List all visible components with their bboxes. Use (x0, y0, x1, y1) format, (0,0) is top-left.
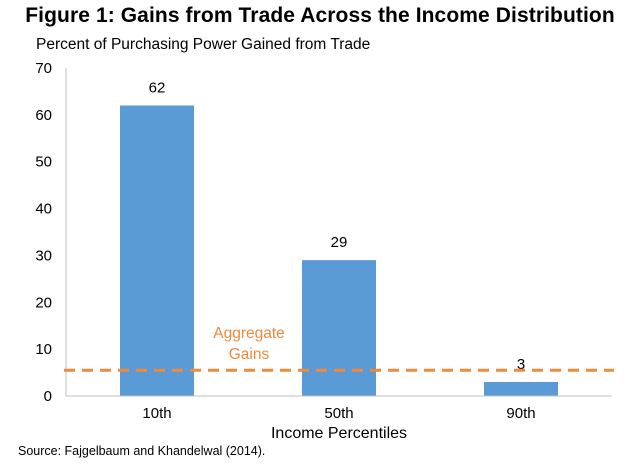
y-tick-label: 50 (35, 154, 52, 171)
x-tick-label: 10th (142, 405, 171, 422)
data-label: 29 (331, 234, 348, 251)
y-tick-label: 40 (35, 201, 52, 218)
y-tick-label: 10 (35, 341, 52, 358)
y-tick-label: 20 (35, 294, 52, 311)
aggregate-label-line1: Aggregate (213, 325, 285, 342)
chart-title: Figure 1: Gains from Trade Across the In… (25, 4, 615, 27)
data-label: 62 (149, 79, 166, 96)
y-tick-label: 70 (35, 60, 52, 77)
x-tick-label: 50th (324, 405, 353, 422)
data-label: 3 (517, 356, 525, 373)
y-tick-label: 0 (44, 388, 52, 405)
bar-10th (120, 105, 194, 396)
y-tick-label: 60 (35, 107, 52, 124)
x-axis-title: Income Percentiles (271, 425, 407, 442)
bar-90th (484, 381, 558, 396)
y-tick-label: 30 (35, 247, 52, 264)
chart-subtitle: Percent of Purchasing Power Gained from … (36, 36, 371, 53)
source-note: Source: Fajgelbaum and Khandelwal (2014)… (18, 444, 266, 458)
bar-50th (302, 260, 376, 396)
x-tick-label: 90th (506, 405, 535, 422)
aggregate-label-line2: Gains (229, 346, 270, 363)
